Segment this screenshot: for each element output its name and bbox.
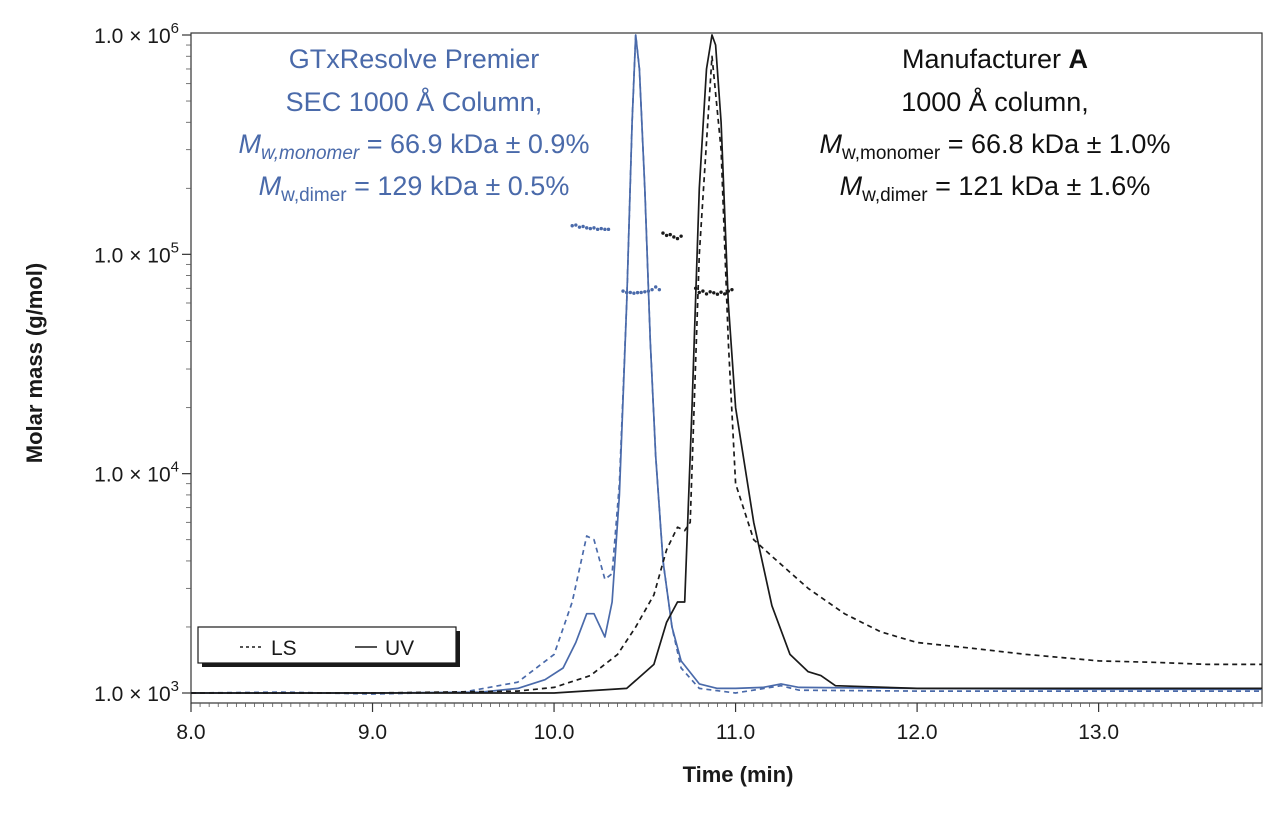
mass-point <box>599 226 603 231</box>
legend: LS UV <box>197 626 460 667</box>
annotation-manufacturer-a: Manufacturer A 1000 Å column, Mw,monomer… <box>820 44 1171 206</box>
mass-point <box>643 290 647 294</box>
x-tick-label: 9.0 <box>358 721 387 744</box>
mw-monomer-value: = 66.8 kDa ± 1.0% <box>940 129 1170 159</box>
mw-dimer-value: = 121 kDa ± 1.6% <box>928 171 1151 201</box>
mass-point <box>668 232 672 237</box>
mass-point <box>719 290 723 294</box>
mass-point <box>693 286 698 291</box>
series-layer <box>190 34 1262 695</box>
mass-point <box>588 226 593 231</box>
annotation-gtx-line2: SEC 1000 Å Column, <box>286 86 543 117</box>
mass-point <box>679 234 683 238</box>
mw-monomer-subscript: w,monomer <box>261 143 360 164</box>
annotation-mfa-line2: 1000 Å column, <box>901 86 1089 117</box>
mass-point <box>595 227 600 232</box>
mass-point <box>577 225 582 229</box>
mw-monomer-value: = 66.9 kDa ± 0.9% <box>359 129 589 159</box>
mw-dimer-value: = 129 kDa ± 0.5% <box>347 171 570 201</box>
mass-point <box>606 227 611 232</box>
x-axis-title: Time (min) <box>683 762 794 787</box>
mass-point <box>664 233 669 238</box>
mass-point <box>704 292 709 296</box>
mw-monomer-subscript: w,monomer <box>841 143 941 164</box>
y-axis: 1.0 × 103 1.0 × 104 1.0 × 105 1.0 × 106 <box>94 20 191 706</box>
y-tick-label: 1.0 × 106 <box>94 20 179 48</box>
mass-point <box>712 291 716 295</box>
x-tick-label: 13.0 <box>1078 721 1119 744</box>
mw-dimer-subscript: w,dimer <box>280 185 347 206</box>
mw-dimer-subscript: w,dimer <box>861 185 928 206</box>
series-manufacturer-a-mass-monomer- <box>693 286 734 296</box>
mw-symbol: M <box>259 171 282 201</box>
mass-point <box>592 226 596 230</box>
series-gtxresolve-premier-mass-monomer- <box>621 285 662 295</box>
annotation-mfa-mw-dimer: Mw,dimer = 121 kDa ± 1.6% <box>840 171 1151 206</box>
annotation-gtx-line1: GTxResolve Premier <box>289 44 540 74</box>
mass-point <box>701 289 705 293</box>
mass-point <box>639 290 643 295</box>
annotation-gtx-mw-monomer: Mw,monomer = 66.9 kDa ± 0.9% <box>239 129 590 164</box>
mass-point <box>661 231 665 235</box>
mass-point <box>675 236 680 241</box>
mass-point <box>646 289 651 293</box>
series-manufacturer-a-uv <box>191 34 1262 694</box>
x-tick-label: 10.0 <box>534 721 575 744</box>
series-manufacturer-a-ls <box>191 55 1262 694</box>
mw-symbol: M <box>239 129 262 159</box>
annotation-mfa-bold: A <box>1069 44 1089 74</box>
x-tick-label: 8.0 <box>176 721 205 744</box>
y-axis-title: Molar mass (g/mol) <box>22 263 47 463</box>
mass-point <box>635 290 640 295</box>
mass-point <box>585 226 589 230</box>
x-tick-label: 12.0 <box>897 721 938 744</box>
annotation-gtx-mw-dimer: Mw,dimer = 129 kDa ± 0.5% <box>259 171 570 206</box>
mass-point <box>726 289 731 293</box>
annotation-mfa-mw-monomer: Mw,monomer = 66.8 kDa ± 1.0% <box>820 129 1171 164</box>
legend-ls-label: LS <box>271 637 297 660</box>
y-tick-label: 1.0 × 103 <box>94 678 179 706</box>
mass-point <box>581 224 585 229</box>
mass-point <box>654 285 658 289</box>
annotation-mfa-prefix: Manufacturer <box>902 44 1069 74</box>
mass-point <box>574 223 578 227</box>
y-tick-label: 1.0 × 104 <box>94 459 179 487</box>
mass-point <box>603 227 607 232</box>
x-tick-label: 11.0 <box>716 721 755 744</box>
mass-point <box>621 289 625 293</box>
mw-symbol: M <box>840 171 863 201</box>
x-minor-ticks <box>190 703 1263 707</box>
annotation-mfa-line1: Manufacturer A <box>902 44 1088 74</box>
mw-symbol: M <box>820 129 843 159</box>
series-gtxresolve-premier-mass-dimer- <box>570 223 611 232</box>
mass-point <box>570 224 574 228</box>
mass-point <box>624 290 629 295</box>
mass-point <box>632 291 636 295</box>
mass-point <box>657 287 662 292</box>
mass-point <box>722 292 727 296</box>
mass-point <box>697 290 701 295</box>
annotation-gtxresolve: GTxResolve Premier SEC 1000 Å Column, Mw… <box>239 44 590 206</box>
mass-point <box>730 287 734 292</box>
series-manufacturer-a-mass-dimer- <box>661 231 683 241</box>
mass-point <box>715 292 720 296</box>
mass-point <box>708 290 712 294</box>
mass-point <box>628 290 632 295</box>
mass-point <box>672 235 676 239</box>
mass-point <box>650 287 654 292</box>
legend-uv-label: UV <box>385 637 414 660</box>
y-tick-label: 1.0 × 105 <box>94 239 179 267</box>
x-axis: 8.0 9.0 10.0 11.0 12.0 13.0 <box>176 703 1119 744</box>
legend-box <box>197 626 457 664</box>
